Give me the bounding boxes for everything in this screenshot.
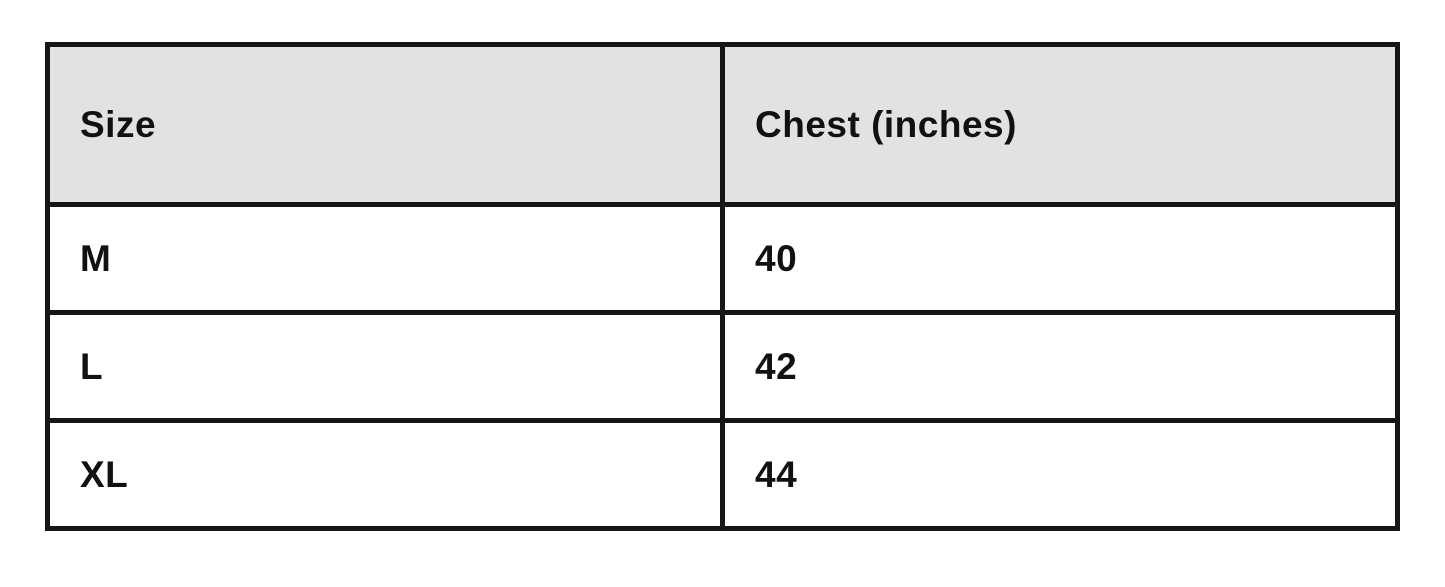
size-cell: L bbox=[45, 310, 725, 423]
chest-cell: 40 bbox=[720, 202, 1400, 315]
table-row: L 42 bbox=[45, 310, 1400, 423]
size-cell: XL bbox=[45, 418, 725, 531]
column-header-size: Size bbox=[45, 42, 725, 207]
column-header-chest: Chest (inches) bbox=[720, 42, 1400, 207]
table-row: XL 44 bbox=[45, 418, 1400, 531]
chest-cell: 42 bbox=[720, 310, 1400, 423]
table-row: M 40 bbox=[45, 202, 1400, 315]
size-chart-container: Size Chest (inches) M 40 L 42 XL 44 bbox=[45, 42, 1400, 531]
table-header-row: Size Chest (inches) bbox=[45, 42, 1400, 207]
size-cell: M bbox=[45, 202, 725, 315]
chest-cell: 44 bbox=[720, 418, 1400, 531]
size-chart-table: Size Chest (inches) M 40 L 42 XL 44 bbox=[45, 42, 1400, 531]
